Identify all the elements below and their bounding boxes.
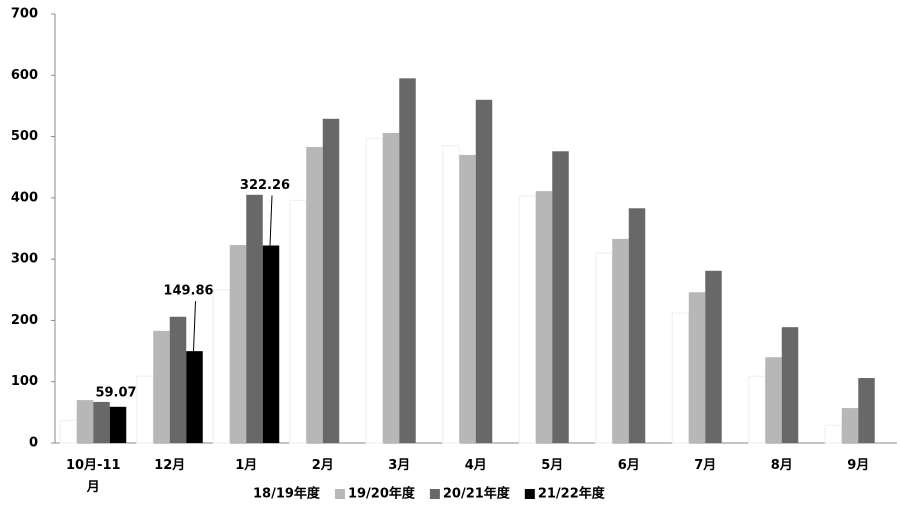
bar (109, 406, 127, 443)
x-tick-label: 2月 (311, 458, 334, 473)
bar (518, 195, 537, 444)
x-tick-label: 1月 (235, 458, 258, 473)
bar (688, 292, 706, 443)
bar (535, 191, 553, 443)
bar (289, 199, 307, 444)
data-label: 322.26 (240, 178, 290, 193)
legend-marker (429, 489, 440, 499)
x-tick-label: 10月-11月 (65, 458, 121, 495)
bar (705, 270, 722, 443)
bar (442, 145, 460, 444)
bar (246, 194, 263, 443)
y-tick-label: 400 (11, 190, 38, 205)
y-tick-label: 600 (11, 68, 38, 83)
bar (59, 419, 78, 444)
legend-label: 18/19年度 (253, 486, 321, 502)
y-tick-label: 500 (11, 129, 38, 144)
x-tick-label: 6月 (617, 458, 640, 473)
bar (841, 408, 859, 443)
bar (781, 327, 799, 443)
bar (262, 245, 280, 443)
bar (399, 78, 416, 443)
x-tick-label: 3月 (388, 458, 411, 473)
y-tick-label: 700 (11, 7, 38, 22)
bar (765, 357, 782, 443)
data-label: 149.86 (163, 284, 213, 299)
legend-label: 21/22年度 (538, 486, 606, 502)
x-tick-label: 8月 (770, 458, 793, 473)
bar (552, 151, 569, 443)
y-tick-label: 300 (11, 252, 38, 267)
bar (76, 400, 94, 443)
bar (612, 238, 629, 443)
bar (475, 99, 493, 444)
legend-label: 19/20年度 (348, 486, 416, 502)
y-tick-label: 0 (29, 436, 38, 451)
leader-line (193, 301, 196, 352)
bar (136, 375, 154, 444)
y-tick-label: 100 (11, 374, 38, 389)
x-tick-label: 4月 (464, 458, 487, 473)
bar (671, 312, 690, 444)
bar (186, 351, 203, 443)
bar (858, 378, 875, 443)
bar (748, 375, 766, 444)
bar (212, 289, 231, 444)
x-tick-label: 12月 (154, 458, 186, 473)
bar (306, 146, 323, 444)
bar (153, 330, 170, 443)
bar (459, 154, 476, 443)
bar (824, 424, 843, 444)
data-label: 59.07 (95, 385, 136, 400)
bar (322, 118, 340, 443)
bar (93, 401, 110, 443)
legend-label: 20/21年度 (443, 486, 511, 502)
bar (382, 132, 400, 443)
bar (169, 316, 187, 443)
bar (595, 252, 613, 444)
x-tick-label: 9月 (847, 458, 870, 473)
legend-marker (334, 489, 345, 499)
leader-line (269, 195, 273, 246)
x-tick-label: 7月 (694, 458, 717, 473)
bar (365, 137, 384, 444)
bar (628, 208, 646, 443)
bar (229, 245, 247, 443)
legend-marker (524, 489, 535, 499)
y-tick-label: 200 (11, 313, 38, 328)
legend-marker (240, 489, 250, 499)
x-tick-label: 5月 (541, 458, 564, 473)
